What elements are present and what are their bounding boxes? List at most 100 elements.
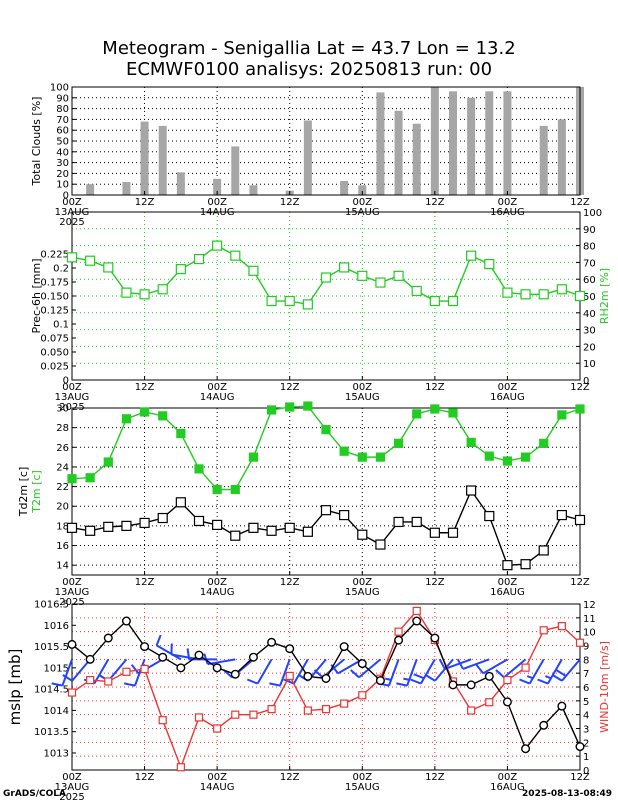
td2m-point [139,517,150,529]
wind-speed-point [86,675,95,685]
y-tick-label: 30 [56,158,69,169]
cloud-bar [449,91,457,195]
wind-barb-flag [130,664,140,674]
wind-barb-flag [537,678,549,685]
y-tick-label-right: 9 [583,642,589,653]
wind-barb-staff [434,658,454,682]
x-year-label: 2025 [59,792,84,800]
wind-barb [350,658,382,679]
td2m-point [339,509,350,521]
wind-barb-flag [544,675,552,680]
wind-barb-flag [124,682,136,687]
wind-speed-point [321,705,331,714]
x-tick-label: 00Z [62,382,82,393]
y-tick-label-left: 0.075 [40,334,69,345]
wind-speed-line [71,609,581,770]
wind-barb-flag [51,682,63,687]
y-tick-label-left: 0.175 [40,278,69,289]
x-tick-label: 12Z [570,197,590,208]
y-tick-label: 24 [56,462,69,473]
x-date-label: 16AUG [490,392,525,403]
t2m-point [230,484,240,495]
cloud-bar [86,184,95,195]
x-tick-label: 00Z [352,382,372,393]
td2m-point [266,525,277,536]
td2m-point [121,520,132,531]
td2m-point [230,530,241,541]
t2m-point [539,438,549,448]
t2m-point [285,402,295,412]
x-year-label: 2025 [59,597,84,608]
mslp-point [521,744,531,754]
wind-barb [155,634,182,661]
cloud-bar [158,125,167,195]
td2m-point [193,515,205,527]
td2m-point [284,522,295,533]
y-tick-label-left: 0.1 [53,320,69,331]
wind-barb-staff [388,658,400,686]
td2m-point [393,516,404,528]
cloud-bar [376,92,385,195]
wind-barb-flag [475,664,484,674]
wind-barb [410,658,436,685]
y-tick-label-right: 5 [583,697,589,708]
rh-point [429,295,440,307]
mslp-point [158,652,168,662]
wind-speed-point [249,710,258,719]
wind-speed-point [267,705,276,714]
td2m-point [212,519,223,531]
y-tick-label-right: 0 [583,766,589,777]
x-tick-label: 12Z [425,577,445,588]
wind-speed-point [176,763,185,772]
x-tick-label: 12Z [425,382,445,393]
cloud-bar [430,87,439,195]
x-tick-label: 00Z [207,577,227,588]
rh-point [502,287,513,298]
t2m-point [176,428,186,439]
t2m-point [557,410,567,420]
td2m-point [66,522,78,533]
wind-barb-flag [413,673,425,680]
x-tick-label: 00Z [62,772,82,783]
wind-speed-point [358,691,367,700]
rh-point [538,289,549,300]
cloud-bar [412,123,421,195]
wind-barb [246,658,273,685]
cloud-bar [176,172,185,195]
footer-right: 2025-08-13-08:49 [522,789,612,799]
y-tick-label: 28 [56,423,69,434]
cloud-bar [303,120,312,195]
t2m-point [303,401,313,411]
x-tick-label: 12Z [135,382,155,393]
wind-speed-point [521,663,530,672]
y-tick-label-left: 0.150 [40,292,69,303]
y-axis-label-right: RH2m [%] [598,268,611,324]
mslp-point [194,650,204,660]
wind-barb-staff [528,658,545,685]
wind-speed-point [340,699,349,708]
x-tick-label: 00Z [207,382,227,393]
x-date-label: 15AUG [345,782,380,793]
wind-barb-flag [313,669,324,679]
y-tick-label: 80 [56,104,69,115]
wind-speed-point [485,698,494,707]
rh-point [447,295,459,307]
y-tick-label-right: 80 [583,242,596,253]
mslp-point [466,680,476,690]
y-tick-label-right: 2 [583,738,589,749]
wind-barb-staff [292,658,309,685]
mslp-point [103,633,113,643]
rh-point [212,240,223,251]
mslp-point [375,676,385,686]
td2m-point [248,522,259,533]
pressure-wind-panel: 10131013.510141014.510151015.510161016.5… [6,600,611,800]
rh-point [574,290,586,302]
mslp-point [575,742,585,752]
wind-barb-staff [561,658,581,682]
wind-speed-point [412,606,421,616]
cloud-bar [140,121,149,195]
cloud-bar [213,178,222,195]
x-tick-label: 00Z [498,772,518,783]
wind-barb-staff [71,658,91,682]
wind-barb [456,658,490,670]
